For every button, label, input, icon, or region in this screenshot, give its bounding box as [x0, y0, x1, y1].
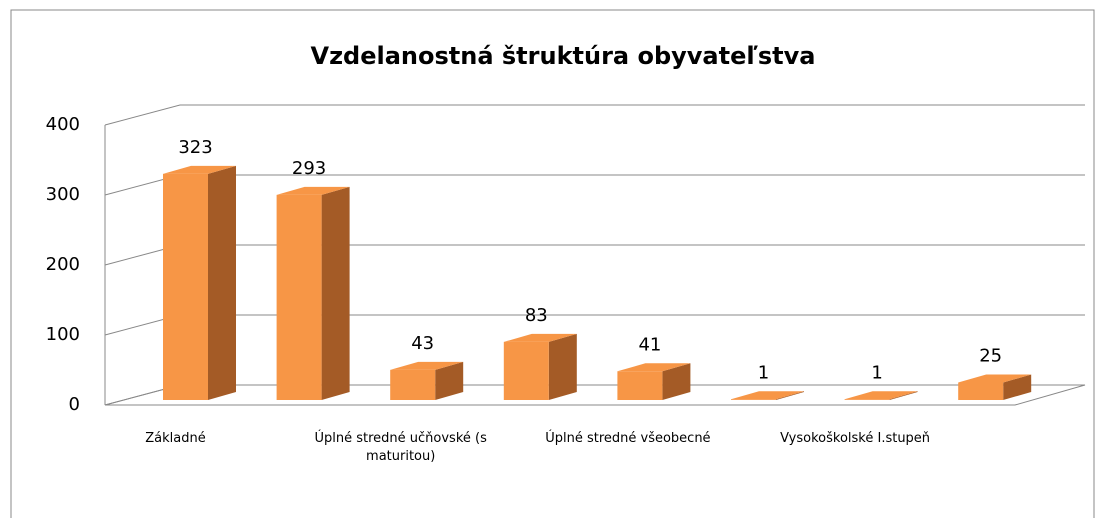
bar-side — [662, 363, 691, 400]
x-tick-label: Úplné stredné učňovské (s maturitou) — [314, 431, 487, 464]
value-label: 41 — [638, 334, 661, 355]
bar-top — [390, 361, 464, 370]
y-tick-label: 300 — [46, 184, 80, 205]
bar-front — [163, 173, 208, 400]
bar-front — [276, 194, 322, 400]
bar — [390, 361, 464, 400]
y-tick-label: 200 — [46, 254, 80, 275]
bar-side — [776, 391, 804, 400]
value-label: 1 — [871, 362, 882, 383]
value-label: 1 — [758, 362, 769, 383]
bar-top — [163, 165, 236, 174]
bar — [276, 186, 350, 400]
bar-top — [276, 186, 350, 195]
bar-front — [390, 369, 436, 400]
value-label: 293 — [292, 158, 326, 179]
y-tick-label: 100 — [46, 324, 80, 345]
x-tick-label: Úplné stredné všeobecné — [545, 431, 711, 446]
value-label: 323 — [178, 137, 212, 158]
bar-top — [844, 391, 918, 400]
chart-title: Vzdelanostná štruktúra obyvateľstva — [311, 42, 816, 70]
bar-front — [731, 399, 776, 400]
bar-top — [503, 333, 577, 342]
value-label: 43 — [411, 333, 434, 354]
bar — [617, 363, 691, 400]
bar-front — [844, 399, 890, 400]
value-label: 83 — [525, 305, 548, 326]
bar-side — [548, 333, 577, 400]
grid-line — [104, 104, 1085, 126]
bar-side — [1003, 374, 1032, 400]
bar-front — [503, 341, 549, 400]
x-tick-label: Základné — [145, 431, 206, 446]
bar-top — [731, 391, 804, 400]
bar — [731, 391, 804, 400]
bar-front — [958, 382, 1004, 400]
x-tick-label: Vysokoškolské I.stupeň — [780, 431, 931, 446]
bar-top — [958, 374, 1032, 383]
bar — [844, 391, 918, 400]
bar — [163, 165, 236, 400]
y-tick-label: 400 — [46, 114, 80, 135]
value-label: 25 — [979, 346, 1002, 367]
bar — [503, 333, 577, 400]
bar-side — [435, 361, 464, 400]
y-tick-label: 0 — [69, 394, 80, 415]
bar-front — [617, 371, 663, 400]
bar-side — [889, 391, 918, 400]
bar-top — [617, 363, 691, 372]
bar — [958, 374, 1032, 400]
bar-side — [208, 165, 236, 400]
bar-side — [321, 186, 350, 400]
